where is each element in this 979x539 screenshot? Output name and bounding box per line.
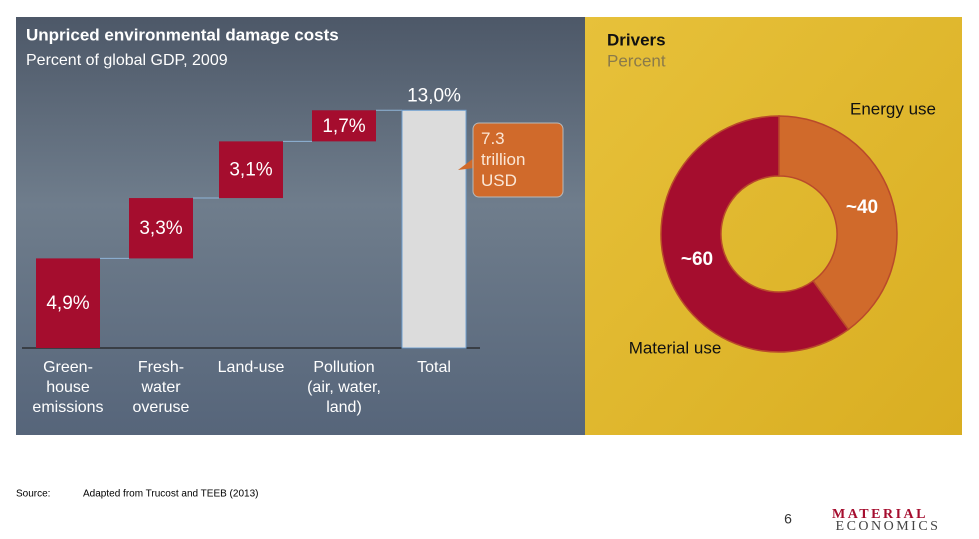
value-label: 1,7%: [322, 116, 365, 137]
category-label: Material use: [629, 338, 722, 357]
bar: [312, 110, 376, 142]
bar: [219, 141, 283, 199]
annotation: 7.3 trillion USD: [481, 129, 526, 190]
page-number: 6: [784, 511, 792, 527]
value-label: ~60: [681, 249, 713, 270]
x-tick-label: Green- house emissions: [32, 359, 104, 416]
chart-subtitle: Percent: [607, 51, 666, 70]
donut-segment: [660, 115, 850, 353]
category-label: Energy use: [850, 99, 936, 118]
chart-title: Unpriced environmental damage costs: [26, 25, 339, 44]
value-label: ~40: [846, 197, 878, 218]
right-panel: [585, 17, 962, 435]
x-tick-label: Fresh- water overuse: [132, 359, 190, 416]
bar: [129, 198, 193, 259]
chart-title: Drivers: [607, 30, 666, 49]
annotation-box: [472, 122, 564, 198]
value-label: 3,1%: [229, 160, 272, 181]
total-bar: [401, 109, 467, 349]
source-label: Source:: [16, 489, 50, 500]
x-tick-label: Land-use: [217, 359, 285, 376]
annotation-pointer: [458, 158, 474, 170]
logo-top: MATERIAL: [832, 507, 928, 522]
source: Adapted from Trucost and TEEB (2013): [83, 489, 258, 500]
value-label: 13,0%: [407, 85, 461, 106]
donut-segment: [778, 115, 898, 331]
bar: [36, 258, 100, 348]
x-tick-label: Total: [417, 359, 451, 376]
value-label: 4,9%: [46, 293, 89, 314]
left-panel: [16, 17, 585, 435]
chart-subtitle: Percent of global GDP, 2009: [26, 52, 228, 69]
x-tick-label: Pollution (air, water, land): [307, 359, 381, 416]
logo-bottom: ECONOMICS: [836, 519, 941, 534]
value-label: 3,3%: [139, 218, 182, 239]
